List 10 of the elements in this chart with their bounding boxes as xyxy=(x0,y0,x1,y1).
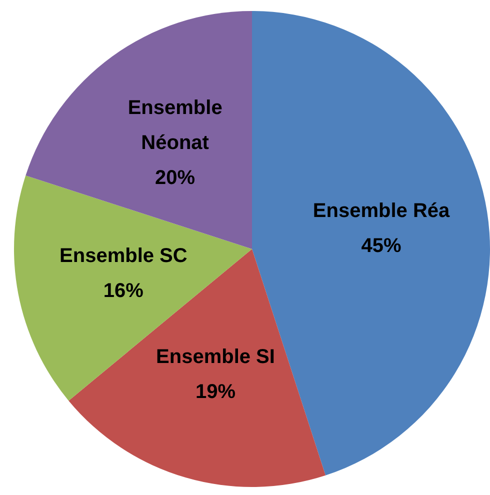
data-label: 16% xyxy=(103,280,144,302)
pie-slice xyxy=(252,11,490,476)
pie-slice xyxy=(26,11,252,249)
slice-label: Ensemble SI xyxy=(156,346,275,368)
slice-label: Ensemble Néonat xyxy=(128,97,222,154)
data-label: 20% xyxy=(155,167,196,190)
data-label: 45% xyxy=(361,235,402,258)
slice-label: Ensemble Réa xyxy=(312,200,451,222)
slice-label: Ensemble SC xyxy=(60,245,188,268)
data-label: 19% xyxy=(195,381,236,404)
